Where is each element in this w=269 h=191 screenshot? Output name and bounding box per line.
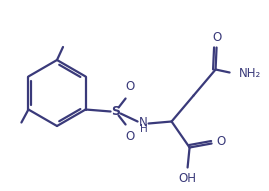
Text: H: H <box>140 125 147 134</box>
Text: O: O <box>125 79 134 92</box>
Text: N: N <box>139 116 148 129</box>
Text: NH₂: NH₂ <box>239 67 261 80</box>
Text: O: O <box>125 130 134 143</box>
Text: OH: OH <box>179 172 197 185</box>
Text: O: O <box>217 135 226 148</box>
Text: O: O <box>212 31 221 44</box>
Text: S: S <box>111 105 120 118</box>
